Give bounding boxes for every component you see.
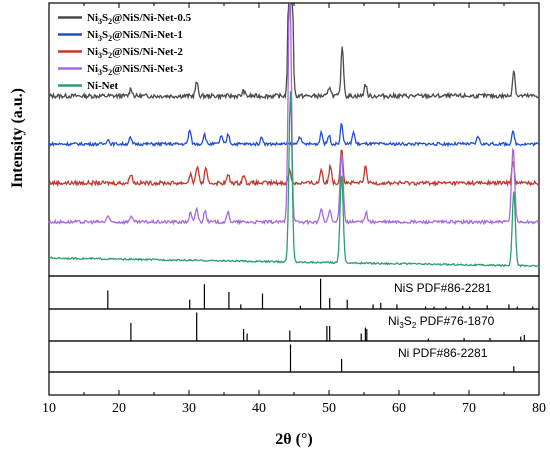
x-tick-label: 20 <box>112 401 126 416</box>
x-tick-label: 80 <box>532 401 546 416</box>
x-axis-title: 2θ (°) <box>275 431 312 448</box>
series-line-3 <box>48 149 540 188</box>
y-axis-title: Intensity (a.u.) <box>9 88 26 188</box>
legend-label-1: Ni3S2@NiS/Ni-Net-0.5 <box>87 12 192 26</box>
legend: Ni3S2@NiS/Ni-Net-0.5 Ni3S2@NiS/Ni-Net-1 Ni… <box>58 12 192 92</box>
legend-label-2: Ni3S2@NiS/Ni-Net-1 <box>87 29 183 43</box>
x-tick-label: 10 <box>42 401 56 416</box>
x-tick-label: 60 <box>392 401 406 416</box>
legend-label-3: Ni3S2@NiS/Ni-Net-2 <box>87 46 183 60</box>
legend-label-4: Ni3S2@NiS/Ni-Net-3 <box>87 63 183 77</box>
reference-patterns: NiS PDF#86-2281 Ni3S2 PDF#76-1870 Ni PDF#8… <box>107 278 534 372</box>
legend-label-5: Ni-Net <box>87 80 118 92</box>
x-tick-label: 50 <box>322 401 336 416</box>
x-axis: 10 20 30 40 50 60 70 80 <box>42 3 546 416</box>
reference-label-2: Ni3S2 PDF#76-1870 <box>388 314 495 330</box>
series-line-5 <box>48 91 540 268</box>
x-tick-label: 70 <box>462 401 476 416</box>
series-layer <box>48 3 540 268</box>
x-tick-label: 40 <box>252 401 266 416</box>
series-line-1 <box>48 3 540 101</box>
series-line-2 <box>48 123 540 148</box>
bottom-axis-panel <box>48 371 540 396</box>
reference-label-3: Ni PDF#86-2281 <box>398 346 488 360</box>
reference-label-1: NiS PDF#86-2281 <box>394 281 492 295</box>
series-line-4 <box>48 3 540 226</box>
x-tick-label: 30 <box>182 401 196 416</box>
